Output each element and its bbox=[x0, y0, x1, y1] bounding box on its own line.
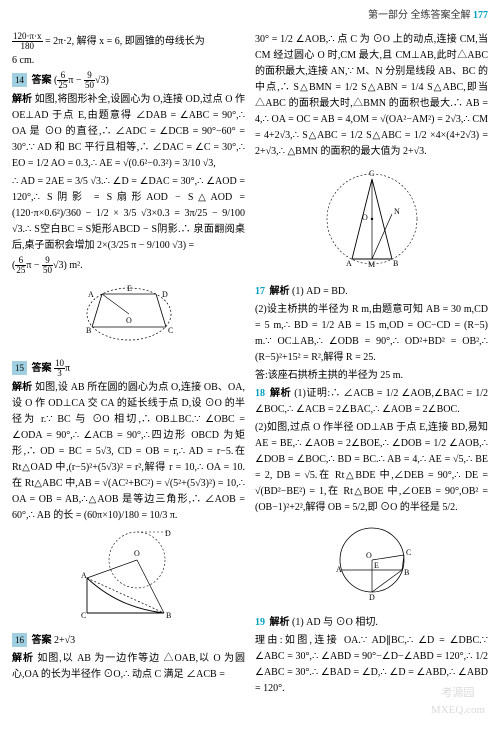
svg-text:N: N bbox=[394, 207, 400, 216]
left-column: 120·π·x180 = 2π·2, 解得 x = 6, 即圆锥的母线长为 6 … bbox=[12, 30, 245, 699]
section-title: 第一部分 全练答案全解 bbox=[368, 10, 471, 21]
q16-ans-val: 2+√3 bbox=[54, 635, 75, 646]
q17-p2: (2)设主桥拱的半径为 R m,由题意可知 AB = 30 m,CD = 5 m… bbox=[255, 302, 488, 366]
q15-exp: 解析 如图,设 AB 所在圆的圆心为点 O,连接 OB、OA,设 O 作 OD⊥… bbox=[12, 380, 245, 524]
answer-label-16: 答案 bbox=[32, 635, 52, 646]
q16-answer: 16 答案 2+√3 bbox=[12, 633, 245, 649]
q19-exp: 19 解析 (1) AD 与 ⊙O 相切. bbox=[255, 615, 488, 631]
q16-exp: 解析 如图,以 AB 为一边作等边 △OAB,以 O 为圆心,OA 的长为半径作… bbox=[12, 651, 245, 683]
exp-label-19: 解析 bbox=[270, 617, 290, 628]
svg-text:B: B bbox=[393, 259, 398, 268]
content-columns: 120·π·x180 = 2π·2, 解得 x = 6, 即圆锥的母线长为 6 … bbox=[12, 30, 488, 699]
svg-text:C: C bbox=[81, 611, 86, 620]
svg-text:B: B bbox=[166, 611, 171, 620]
r-top: 30° = 1/2 ∠AOB,∴ 点 C 为 ⊙O 上的动点,连接 CM,当 C… bbox=[255, 32, 488, 160]
page-number: 177 bbox=[473, 10, 488, 21]
svg-text:C: C bbox=[406, 548, 411, 557]
q19-num: 19 bbox=[255, 615, 265, 631]
svg-text:O: O bbox=[366, 551, 372, 560]
svg-text:A: A bbox=[88, 290, 94, 299]
fig18: A B C D E O bbox=[255, 520, 488, 611]
svg-text:C: C bbox=[168, 326, 173, 335]
svg-text:M: M bbox=[368, 260, 375, 269]
svg-text:D: D bbox=[162, 290, 168, 299]
top-equation: 120·π·x180 = 2π·2, 解得 x = 6, 即圆锥的母线长为 bbox=[12, 32, 245, 51]
svg-text:D: D bbox=[369, 593, 375, 602]
q16-num: 16 bbox=[12, 633, 27, 647]
right-column: 30° = 1/2 ∠AOB,∴ 点 C 为 ⊙O 上的动点,连接 CM,当 C… bbox=[255, 30, 488, 699]
q18-exp: 18 解析 (1)证明:∴ ∠ACB = 1/2 ∠AOB,∠BAC = 1/2… bbox=[255, 386, 488, 418]
q17-exp: 17 解析 (1) AD = BD. bbox=[255, 284, 488, 300]
q15-answer: 15 答案 103π bbox=[12, 359, 245, 378]
svg-text:A: A bbox=[346, 259, 352, 268]
q14-exp2: ∴ AD = 2AE = 3/5 √3.∴ ∠D = ∠DAC = 30°,∴ … bbox=[12, 174, 245, 254]
exp-label-18: 解析 bbox=[270, 388, 291, 399]
q15-num: 15 bbox=[12, 361, 27, 375]
q14-num: 14 bbox=[12, 73, 27, 87]
top-eq-2: 6 cm. bbox=[12, 53, 245, 69]
q17-num: 17 bbox=[255, 284, 265, 300]
q14-answer: 14 答案 (625π − 950√3) bbox=[12, 71, 245, 90]
q17-p3: 答:该座石拱桥主拱的半径为 25 m. bbox=[255, 368, 488, 384]
svg-text:O: O bbox=[362, 213, 368, 222]
svg-text:C: C bbox=[369, 169, 374, 178]
page-header: 第一部分 全练答案全解 177 bbox=[12, 8, 488, 24]
svg-text:E: E bbox=[374, 561, 379, 570]
svg-text:A: A bbox=[81, 571, 87, 580]
svg-text:A: A bbox=[336, 565, 342, 574]
svg-text:D: D bbox=[165, 529, 171, 538]
svg-text:O: O bbox=[126, 316, 132, 325]
svg-text:B: B bbox=[86, 326, 91, 335]
exp-label: 解析 bbox=[12, 94, 32, 105]
q14-exp3: (625π − 950√3) m². bbox=[12, 256, 245, 275]
fig14: A D B C E O bbox=[12, 279, 245, 355]
svg-text:B: B bbox=[404, 568, 409, 577]
exp-label-16: 解析 bbox=[12, 653, 34, 664]
fig16: A B C M N O bbox=[255, 164, 488, 280]
q18-num: 18 bbox=[255, 386, 265, 402]
svg-text:O: O bbox=[134, 549, 140, 558]
fig15: A B C D O bbox=[12, 528, 245, 629]
svg-text:E: E bbox=[127, 284, 132, 293]
answer-label: 答案 bbox=[32, 75, 52, 86]
answer-label-15: 答案 bbox=[32, 363, 52, 374]
watermark: 考源园 MXEQ.com bbox=[431, 685, 485, 720]
q14-exp1: 解析 如图,将图形补全,设圆心为 O,连接 OD,过点 O 作 OE⊥AD 于点… bbox=[12, 92, 245, 172]
q18-p2: (2)如图,过点 O 作半径 OD⊥AB 于点 E,连接 BD,易知 AE = … bbox=[255, 420, 488, 516]
exp-label-15: 解析 bbox=[12, 382, 32, 393]
exp-label-17: 解析 bbox=[270, 286, 290, 297]
